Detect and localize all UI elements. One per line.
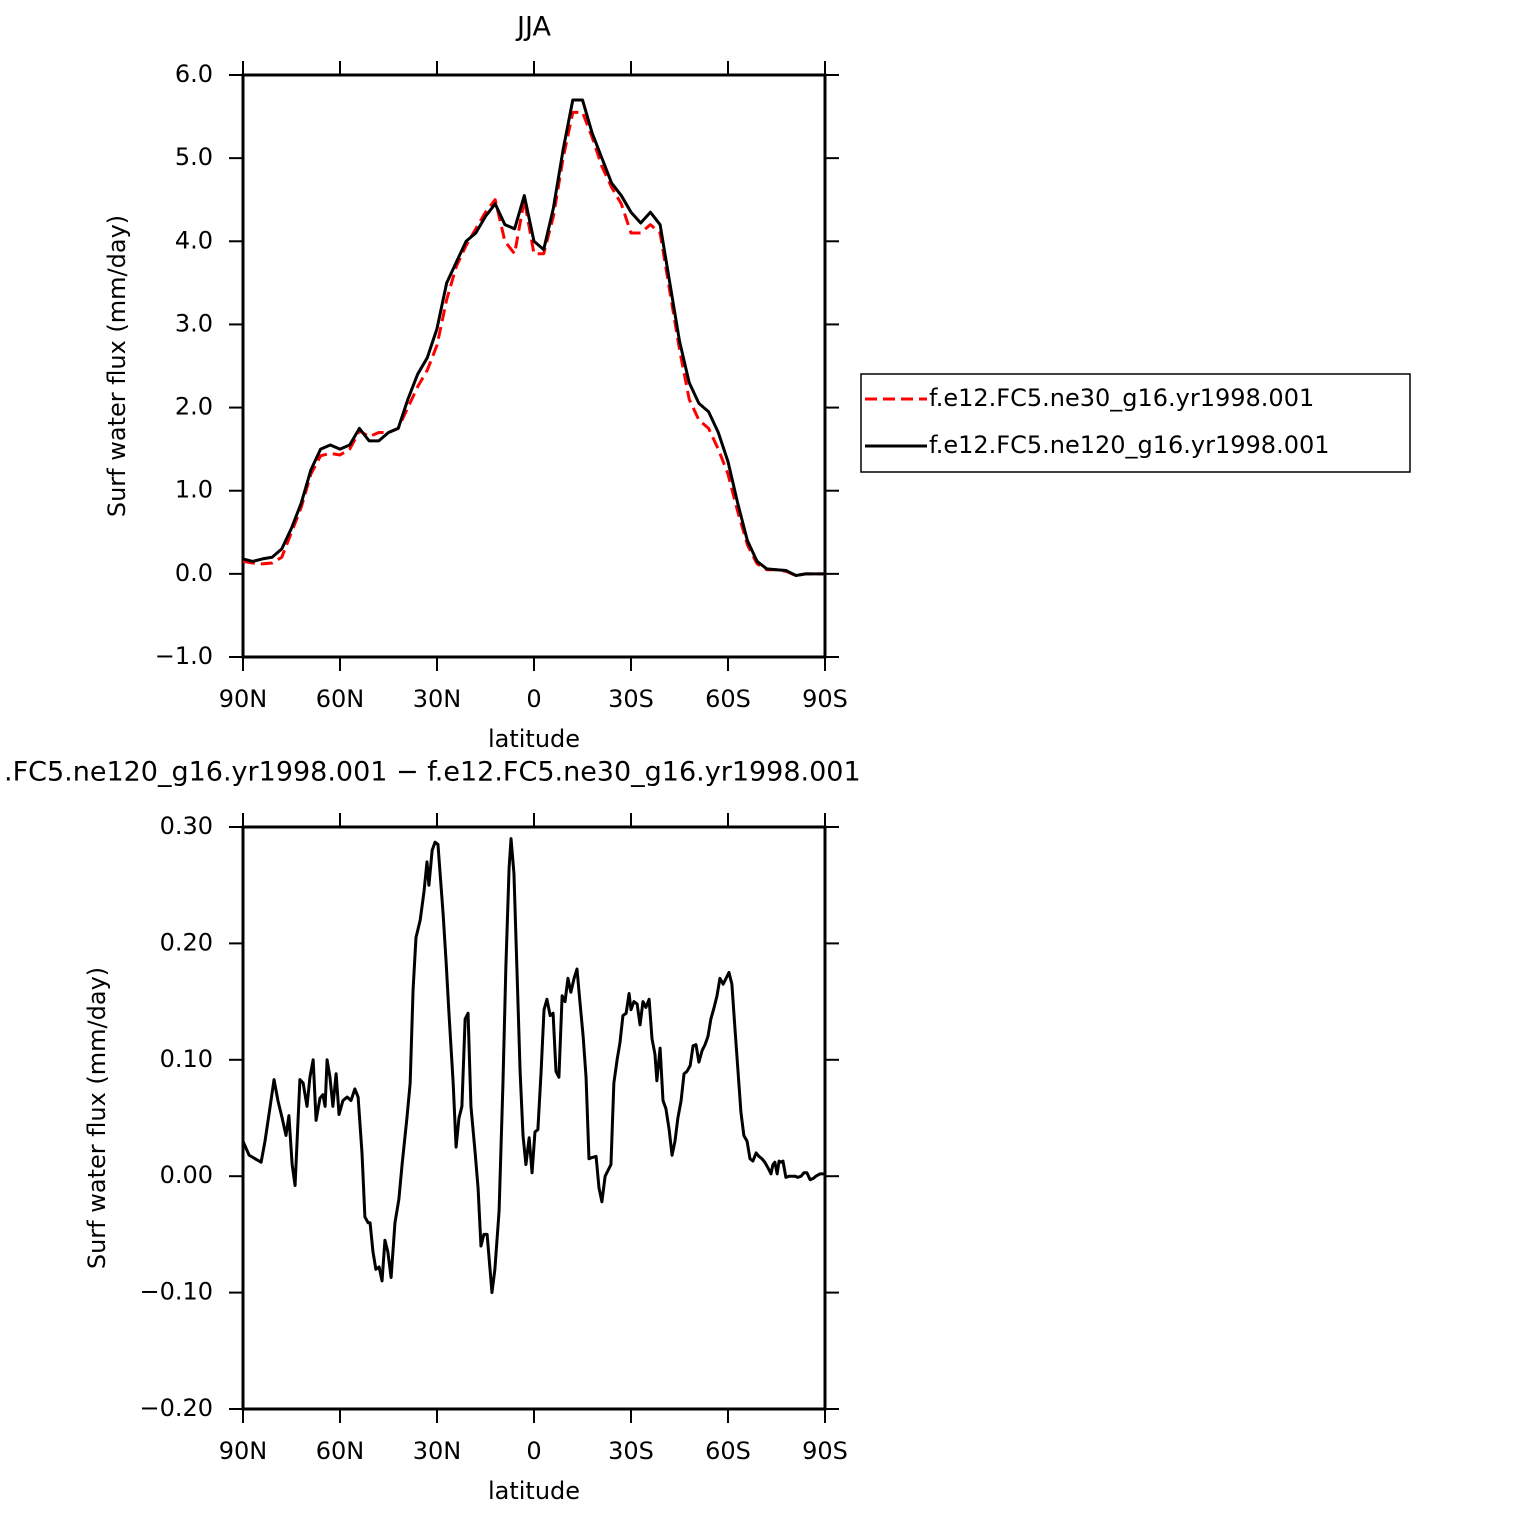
data-line <box>241 837 825 1295</box>
y-tick-label: 2.0 <box>175 393 213 421</box>
x-tick-label: 90S <box>802 685 848 713</box>
legend-box <box>860 373 1411 473</box>
x-tick-label: 0 <box>526 1437 541 1465</box>
chart-title: .FC5.ne120_g16.yr1998.001 − f.e12.FC5.ne… <box>4 757 861 788</box>
plot-panel: .FC5.ne120_g16.yr1998.001 − f.e12.FC5.ne… <box>4 757 861 1506</box>
y-tick-label: −0.10 <box>139 1278 213 1306</box>
x-tick-label: 30S <box>608 1437 654 1465</box>
y-tick-label: 0.30 <box>160 812 213 840</box>
y-tick-label: −1.0 <box>155 642 213 670</box>
chart-title: JJA <box>515 12 551 43</box>
y-tick-label: 0.20 <box>160 928 213 956</box>
y-axis-label: Surf water flux (mm/day) <box>103 215 131 517</box>
y-axis-label: Surf water flux (mm/day) <box>83 967 111 1269</box>
y-tick-label: 0.00 <box>160 1161 213 1189</box>
y-tick-label: 0.0 <box>175 559 213 587</box>
x-tick-label: 60N <box>316 685 365 713</box>
x-tick-label: 60S <box>705 685 751 713</box>
x-axis-label: latitude <box>488 725 580 753</box>
x-tick-label: 90S <box>802 1437 848 1465</box>
x-tick-label: 90N <box>219 685 268 713</box>
y-tick-label: 3.0 <box>175 309 213 337</box>
x-tick-label: 30S <box>608 685 654 713</box>
y-tick-label: −0.20 <box>139 1394 213 1422</box>
plot-frame <box>241 73 827 659</box>
y-tick-label: 1.0 <box>175 476 213 504</box>
x-tick-label: 0 <box>526 685 541 713</box>
x-tick-label: 60N <box>316 1437 365 1465</box>
x-axis-label: latitude <box>488 1477 580 1505</box>
y-tick-label: 5.0 <box>175 143 213 171</box>
legend-label: f.e12.FC5.ne30_g16.yr1998.001 <box>929 384 1314 412</box>
plot-frame <box>241 825 827 1411</box>
plot-panel: JJA −1.0 0.0 1.0 2.0 3.0 4.0 5.0 6.0 90N 60N 30N 0 30… <box>103 12 1411 753</box>
y-tick-label: 4.0 <box>175 226 213 254</box>
data-line <box>242 98 825 578</box>
legend-label: f.e12.FC5.ne120_g16.yr1998.001 <box>929 431 1330 459</box>
x-tick-label: 30N <box>413 685 462 713</box>
data-line <box>242 110 825 578</box>
y-tick-label: 6.0 <box>175 60 213 88</box>
y-tick-label: 0.10 <box>160 1045 213 1073</box>
x-tick-label: 60S <box>705 1437 751 1465</box>
x-tick-label: 90N <box>219 1437 268 1465</box>
x-tick-label: 30N <box>413 1437 462 1465</box>
